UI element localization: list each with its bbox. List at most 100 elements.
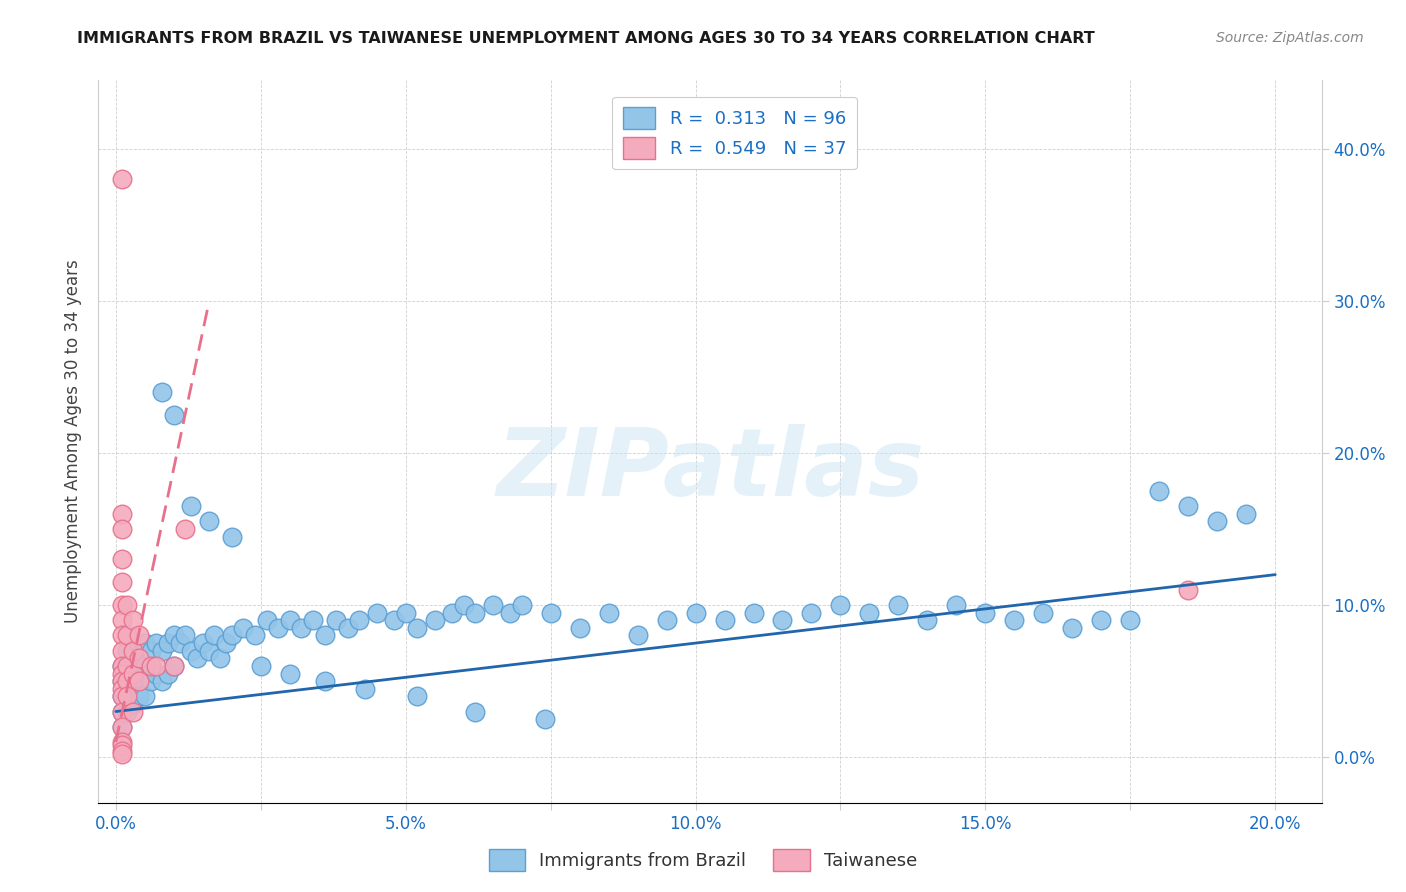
Point — [110, 628, 132, 642]
Point — [540, 606, 562, 620]
Point — [110, 735, 132, 749]
Point — [117, 659, 139, 673]
Point — [974, 606, 997, 620]
Point — [1206, 515, 1229, 529]
Point — [406, 621, 429, 635]
Point — [117, 681, 139, 696]
Point — [197, 643, 219, 657]
Point — [499, 606, 522, 620]
Point — [117, 666, 139, 681]
Point — [110, 747, 132, 761]
Point — [256, 613, 278, 627]
Point — [221, 628, 243, 642]
Point — [533, 712, 555, 726]
Point — [110, 690, 132, 704]
Point — [174, 628, 197, 642]
Point — [453, 598, 475, 612]
Point — [145, 666, 167, 681]
Legend: Immigrants from Brazil, Taiwanese: Immigrants from Brazil, Taiwanese — [482, 842, 924, 879]
Point — [128, 628, 150, 642]
Point — [163, 659, 186, 673]
Point — [156, 666, 179, 681]
Point — [122, 674, 145, 689]
Point — [169, 636, 191, 650]
Point — [139, 659, 162, 673]
Point — [110, 666, 132, 681]
Point — [110, 507, 132, 521]
Point — [110, 598, 132, 612]
Point — [626, 628, 648, 642]
Point — [314, 674, 336, 689]
Point — [685, 606, 707, 620]
Point — [1032, 606, 1054, 620]
Point — [163, 408, 186, 422]
Point — [441, 606, 464, 620]
Point — [139, 674, 162, 689]
Point — [406, 690, 429, 704]
Point — [128, 659, 150, 673]
Point — [110, 705, 132, 719]
Point — [243, 628, 266, 642]
Point — [110, 659, 132, 673]
Point — [267, 621, 290, 635]
Point — [117, 628, 139, 642]
Point — [163, 628, 186, 642]
Point — [278, 666, 301, 681]
Point — [290, 621, 312, 635]
Point — [110, 522, 132, 536]
Point — [191, 636, 214, 650]
Point — [1119, 613, 1142, 627]
Point — [156, 636, 179, 650]
Point — [423, 613, 446, 627]
Point — [134, 690, 156, 704]
Point — [302, 613, 325, 627]
Point — [366, 606, 388, 620]
Point — [139, 643, 162, 657]
Y-axis label: Unemployment Among Ages 30 to 34 years: Unemployment Among Ages 30 to 34 years — [65, 260, 83, 624]
Legend: R =  0.313   N = 96, R =  0.549   N = 37: R = 0.313 N = 96, R = 0.549 N = 37 — [612, 96, 858, 169]
Point — [221, 530, 243, 544]
Text: Source: ZipAtlas.com: Source: ZipAtlas.com — [1216, 31, 1364, 45]
Point — [598, 606, 620, 620]
Point — [349, 613, 371, 627]
Point — [655, 613, 678, 627]
Point — [354, 681, 377, 696]
Point — [150, 643, 173, 657]
Point — [122, 651, 145, 665]
Point — [180, 499, 202, 513]
Point — [110, 744, 132, 758]
Point — [800, 606, 823, 620]
Point — [110, 659, 132, 673]
Point — [110, 681, 132, 696]
Point — [887, 598, 910, 612]
Point — [395, 606, 418, 620]
Point — [209, 651, 232, 665]
Point — [215, 636, 238, 650]
Point — [382, 613, 405, 627]
Point — [150, 674, 173, 689]
Point — [249, 659, 271, 673]
Point — [713, 613, 735, 627]
Point — [110, 643, 132, 657]
Point — [314, 628, 336, 642]
Point — [110, 705, 132, 719]
Point — [110, 575, 132, 590]
Point — [180, 643, 202, 657]
Point — [186, 651, 208, 665]
Point — [145, 659, 167, 673]
Point — [772, 613, 794, 627]
Point — [830, 598, 852, 612]
Point — [917, 613, 939, 627]
Point — [1062, 621, 1084, 635]
Point — [336, 621, 359, 635]
Point — [110, 613, 132, 627]
Point — [325, 613, 347, 627]
Point — [858, 606, 880, 620]
Point — [117, 690, 139, 704]
Point — [232, 621, 254, 635]
Point — [122, 643, 145, 657]
Point — [122, 705, 145, 719]
Point — [1149, 483, 1171, 498]
Text: ZIPatlas: ZIPatlas — [496, 425, 924, 516]
Point — [110, 172, 132, 186]
